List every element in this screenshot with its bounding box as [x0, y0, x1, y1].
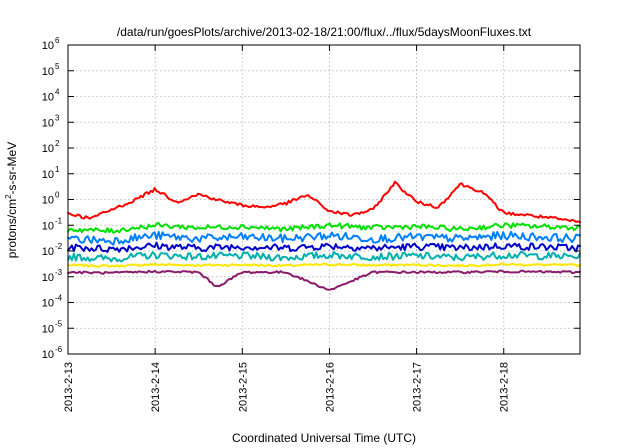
series-line-5 — [67, 250, 581, 263]
y-tick-base: 10 — [42, 272, 54, 284]
y-tick-labels: 10-610-510-410-310-210-11001011021031041… — [42, 36, 63, 361]
series-line-6 — [67, 262, 581, 268]
series-line-7 — [67, 269, 581, 291]
grid — [68, 45, 580, 354]
y-tick-exp: 3 — [55, 113, 60, 122]
y-tick-exp: -2 — [55, 242, 63, 251]
y-tick-exp: -5 — [55, 319, 63, 328]
y-tick-exp: 2 — [55, 139, 60, 148]
y-tick-base: 10 — [42, 298, 54, 310]
x-axis-label: Coordinated Universal Time (UTC) — [232, 431, 416, 445]
series-line-1 — [67, 180, 581, 224]
x-tick-label: 2013-2-18 — [499, 362, 511, 412]
y-tick-exp: -6 — [55, 345, 63, 354]
y-tick-label: 102 — [42, 139, 60, 155]
y-tick-exp: 6 — [55, 36, 60, 45]
y-axis-label: protons/cm2-s-sr-MeV — [4, 142, 19, 258]
y-tick-base: 10 — [42, 143, 54, 155]
y-tick-label: 101 — [42, 165, 60, 181]
y-tick-label: 106 — [42, 36, 60, 52]
x-tick-labels: 2013-2-13 2013-2-14 2013-2-15 2013-2-16 2013… — [63, 362, 511, 412]
y-tick-base: 10 — [42, 349, 54, 361]
y-tick-base: 10 — [42, 169, 54, 181]
x-tick-label: 2013-2-17 — [412, 362, 424, 412]
ticks — [67, 44, 580, 355]
y-axis-label-unit: -s-sr-MeV — [5, 142, 19, 195]
y-tick-label: 10-5 — [42, 319, 63, 335]
chart-title: /data/run/goesPlots/archive/2013-02-18/2… — [117, 25, 532, 39]
y-tick-exp: 5 — [55, 62, 60, 71]
y-tick-base: 10 — [42, 66, 54, 78]
y-tick-base: 10 — [42, 323, 54, 335]
y-tick-base: 10 — [42, 220, 54, 232]
y-tick-label: 10-2 — [42, 242, 63, 258]
y-tick-base: 10 — [42, 92, 54, 104]
series-line-3 — [67, 230, 581, 246]
y-tick-label: 103 — [42, 113, 60, 129]
y-tick-exp: -4 — [55, 294, 63, 303]
y-axis-label-main: protons/cm — [5, 199, 19, 258]
series-layer — [67, 180, 581, 291]
y-tick-exp: -3 — [55, 268, 63, 277]
y-tick-exp: 1 — [55, 165, 60, 174]
y-tick-label: 105 — [42, 62, 60, 78]
y-tick-base: 10 — [42, 40, 54, 52]
y-tick-label: 100 — [42, 191, 60, 207]
y-tick-label: 10-1 — [42, 216, 63, 232]
x-tick-label: 2013-2-16 — [324, 362, 336, 412]
y-axis-label-sup: 2 — [4, 194, 13, 199]
y-tick-base: 10 — [42, 195, 54, 207]
x-tick-label: 2013-2-14 — [150, 362, 162, 412]
y-tick-label: 10-4 — [42, 294, 63, 310]
series-line-4 — [67, 241, 581, 253]
y-tick-label: 10-3 — [42, 268, 63, 284]
y-tick-exp: 4 — [55, 88, 60, 97]
x-tick-label: 2013-2-13 — [63, 362, 75, 412]
x-tick-label: 2013-2-15 — [237, 362, 249, 412]
y-tick-base: 10 — [42, 246, 54, 258]
y-tick-label: 104 — [42, 88, 60, 104]
y-tick-base: 10 — [42, 117, 54, 129]
series-line-2 — [67, 221, 581, 234]
y-tick-exp: 0 — [55, 191, 60, 200]
y-tick-label: 10-6 — [42, 345, 63, 361]
y-tick-exp: -1 — [55, 216, 63, 225]
